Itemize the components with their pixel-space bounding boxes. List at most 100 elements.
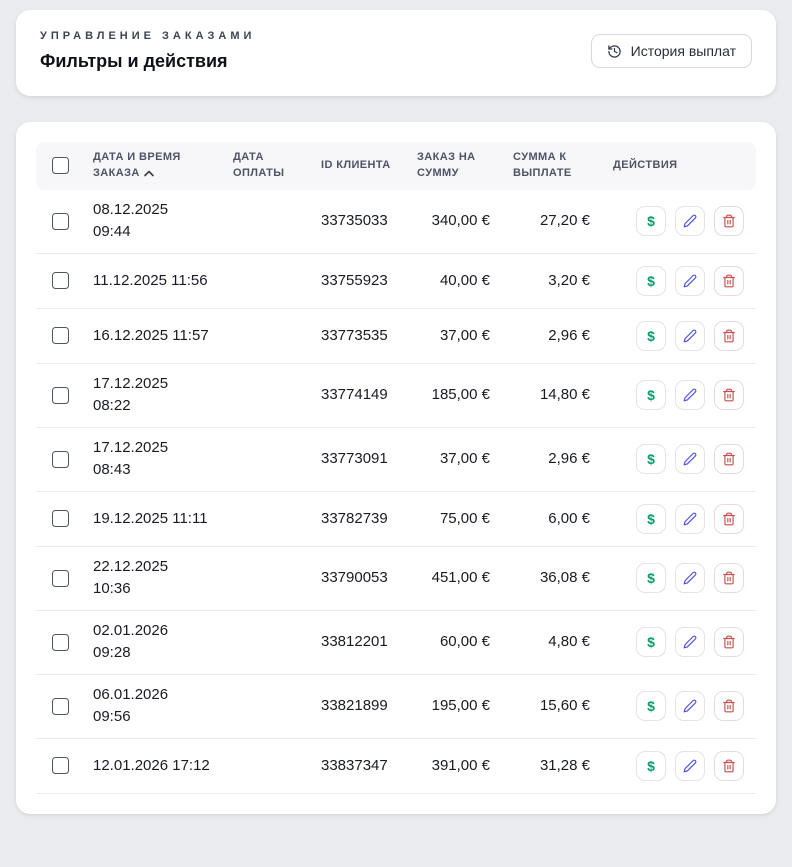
client-id-cell: 33755923 — [308, 253, 404, 308]
client-id-cell: 33774149 — [308, 363, 404, 427]
row-checkbox[interactable] — [52, 634, 69, 651]
order-sum-cell: 37,00 € — [404, 427, 500, 491]
payment-date-cell — [220, 253, 308, 308]
delete-button[interactable] — [714, 563, 744, 593]
payout-button[interactable]: $ — [636, 691, 666, 721]
payout-button[interactable]: $ — [636, 266, 666, 296]
payout-button[interactable]: $ — [636, 444, 666, 474]
edit-button[interactable] — [675, 206, 705, 236]
payout-sum-cell: 2,96 € — [500, 308, 600, 363]
payout-history-button[interactable]: История выплат — [591, 34, 752, 68]
actions-cell: $ — [600, 738, 756, 793]
edit-button[interactable] — [675, 504, 705, 534]
page-title: Фильтры и действия — [40, 51, 255, 72]
payout-button[interactable]: $ — [636, 380, 666, 410]
delete-button[interactable] — [714, 266, 744, 296]
actions-cell: $ — [600, 253, 756, 308]
payout-sum-cell: 36,08 € — [500, 546, 600, 610]
trash-icon — [722, 329, 736, 343]
pencil-icon — [683, 388, 697, 402]
trash-icon — [722, 699, 736, 713]
payout-sum-cell: 3,20 € — [500, 253, 600, 308]
pencil-icon — [683, 274, 697, 288]
row-checkbox[interactable] — [52, 510, 69, 527]
column-header-order-datetime[interactable]: ДАТА И ВРЕМЯ ЗАКАЗА — [80, 142, 220, 190]
header-titles: УПРАВЛЕНИЕ ЗАКАЗАМИ Фильтры и действия — [40, 30, 255, 72]
delete-button[interactable] — [714, 380, 744, 410]
edit-button[interactable] — [675, 627, 705, 657]
row-select-cell — [36, 674, 80, 738]
edit-button[interactable] — [675, 751, 705, 781]
delete-button[interactable] — [714, 627, 744, 657]
row-select-cell — [36, 738, 80, 793]
column-header-payment-date: ДАТА ОПЛАТЫ — [220, 142, 308, 190]
order-datetime-cell: 22.12.2025 10:36 — [80, 546, 220, 610]
table-row: 08.12.2025 09:44 33735033 340,00 € 27,20… — [36, 190, 756, 254]
table-header-row: ДАТА И ВРЕМЯ ЗАКАЗА ДАТА ОПЛАТЫ ID КЛИЕН… — [36, 142, 756, 190]
row-checkbox[interactable] — [52, 451, 69, 468]
client-id-cell: 33837347 — [308, 738, 404, 793]
order-datetime-cell: 17.12.2025 08:22 — [80, 363, 220, 427]
delete-button[interactable] — [714, 444, 744, 474]
order-datetime-cell: 02.01.2026 09:28 — [80, 610, 220, 674]
edit-button[interactable] — [675, 380, 705, 410]
payout-sum-cell: 6,00 € — [500, 491, 600, 546]
dollar-icon: $ — [647, 387, 655, 403]
payout-sum-cell: 2,96 € — [500, 427, 600, 491]
client-id-cell: 33790053 — [308, 546, 404, 610]
payout-button[interactable]: $ — [636, 321, 666, 351]
trash-icon — [722, 635, 736, 649]
payout-button[interactable]: $ — [636, 563, 666, 593]
dollar-icon: $ — [647, 570, 655, 586]
dollar-icon: $ — [647, 758, 655, 774]
actions-cell: $ — [600, 546, 756, 610]
edit-button[interactable] — [675, 563, 705, 593]
table-row: 11.12.2025 11:56 33755923 40,00 € 3,20 €… — [36, 253, 756, 308]
order-datetime-cell: 11.12.2025 11:56 — [80, 253, 220, 308]
delete-button[interactable] — [714, 504, 744, 534]
payment-date-cell — [220, 674, 308, 738]
order-datetime-cell: 17.12.2025 08:43 — [80, 427, 220, 491]
row-checkbox[interactable] — [52, 272, 69, 289]
page: { "colors": { "page_background": "#eaecf… — [0, 10, 792, 867]
row-checkbox[interactable] — [52, 327, 69, 344]
chevron-up-icon — [144, 170, 154, 177]
row-checkbox[interactable] — [52, 698, 69, 715]
edit-button[interactable] — [675, 444, 705, 474]
table-row: 22.12.2025 10:36 33790053 451,00 € 36,08… — [36, 546, 756, 610]
order-datetime-cell: 16.12.2025 11:57 — [80, 308, 220, 363]
select-all-checkbox[interactable] — [52, 157, 69, 174]
client-id-cell: 33782739 — [308, 491, 404, 546]
edit-button[interactable] — [675, 691, 705, 721]
payout-sum-cell: 15,60 € — [500, 674, 600, 738]
pencil-icon — [683, 635, 697, 649]
delete-button[interactable] — [714, 321, 744, 351]
row-checkbox[interactable] — [52, 757, 69, 774]
delete-button[interactable] — [714, 206, 744, 236]
pencil-icon — [683, 512, 697, 526]
payout-button[interactable]: $ — [636, 627, 666, 657]
pencil-icon — [683, 571, 697, 585]
table-row: 17.12.2025 08:22 33774149 185,00 € 14,80… — [36, 363, 756, 427]
client-id-cell: 33773535 — [308, 308, 404, 363]
row-checkbox[interactable] — [52, 213, 69, 230]
order-sum-cell: 60,00 € — [404, 610, 500, 674]
delete-button[interactable] — [714, 691, 744, 721]
actions-cell: $ — [600, 427, 756, 491]
row-checkbox[interactable] — [52, 387, 69, 404]
payment-date-cell — [220, 427, 308, 491]
payout-button[interactable]: $ — [636, 206, 666, 236]
order-datetime-cell: 19.12.2025 11:11 — [80, 491, 220, 546]
row-select-cell — [36, 610, 80, 674]
payment-date-cell — [220, 738, 308, 793]
trash-icon — [722, 571, 736, 585]
row-checkbox[interactable] — [52, 570, 69, 587]
payout-sum-cell: 4,80 € — [500, 610, 600, 674]
payout-button[interactable]: $ — [636, 751, 666, 781]
delete-button[interactable] — [714, 751, 744, 781]
actions-cell: $ — [600, 190, 756, 254]
edit-button[interactable] — [675, 321, 705, 351]
edit-button[interactable] — [675, 266, 705, 296]
payout-button[interactable]: $ — [636, 504, 666, 534]
table-row: 06.01.2026 09:56 33821899 195,00 € 15,60… — [36, 674, 756, 738]
